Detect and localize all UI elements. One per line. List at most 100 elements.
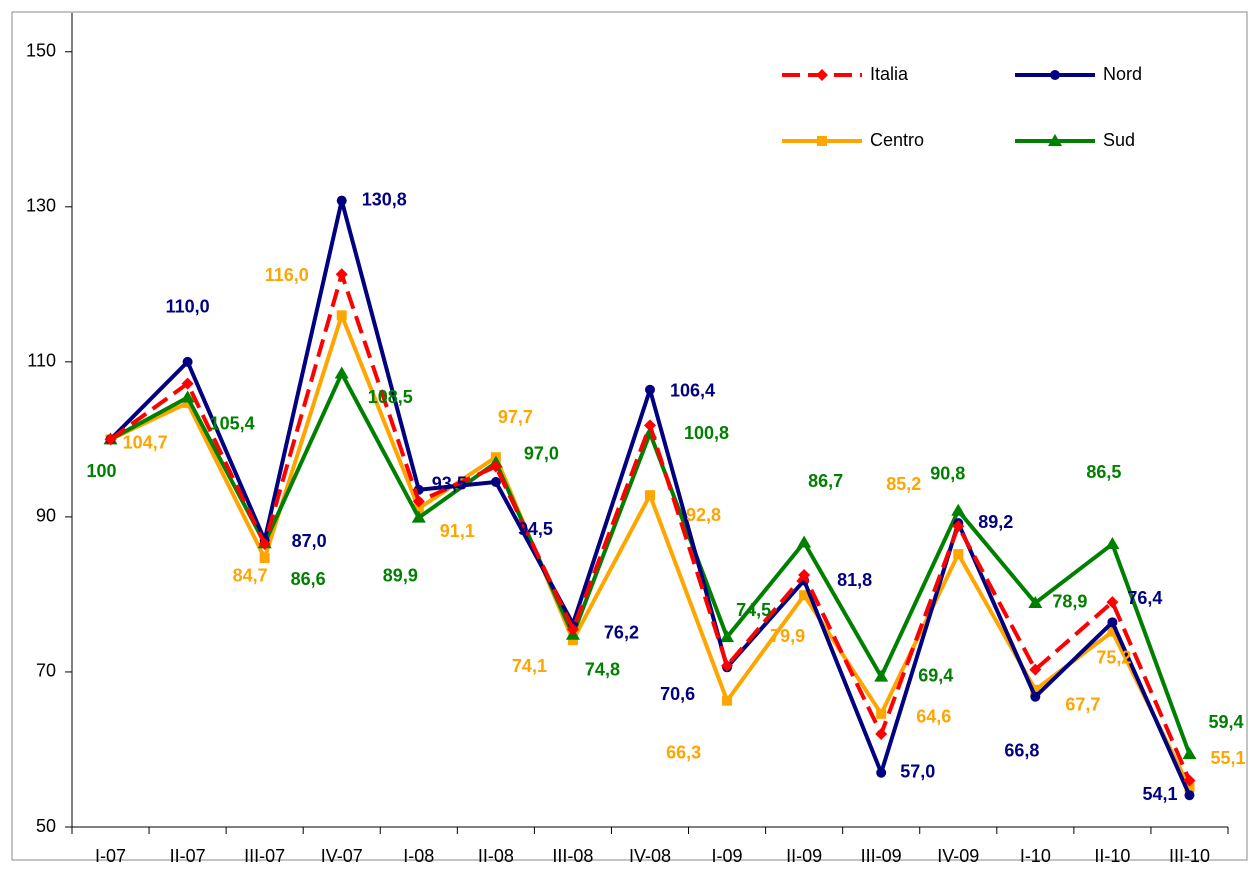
- point: [1030, 684, 1041, 695]
- x-tick-label: I-10: [1020, 846, 1051, 866]
- x-tick-label: IV-09: [937, 846, 979, 866]
- value-label: 94,5: [518, 519, 553, 539]
- point: [951, 503, 966, 516]
- value-label: 108,5: [368, 387, 413, 407]
- point: [104, 433, 117, 446]
- point: [1106, 596, 1119, 609]
- point: [1183, 774, 1196, 787]
- point: [875, 727, 888, 740]
- value-label: 89,9: [383, 565, 418, 585]
- value-label: 74,1: [512, 656, 547, 676]
- point: [259, 552, 270, 563]
- value-label: 86,7: [808, 471, 843, 491]
- legend-marker: [1048, 134, 1062, 146]
- point: [1184, 782, 1195, 793]
- y-tick-label: 90: [36, 506, 56, 526]
- value-label: 75,2: [1096, 647, 1131, 667]
- point: [952, 520, 965, 533]
- value-label: 76,4: [1127, 588, 1162, 608]
- value-label: 116,0: [265, 265, 309, 285]
- y-tick-label: 70: [36, 661, 56, 681]
- point: [721, 659, 734, 672]
- x-tick-label: I-07: [95, 846, 126, 866]
- x-tick-label: II-09: [786, 846, 822, 866]
- point: [336, 195, 347, 206]
- x-tick-label: II-07: [170, 846, 206, 866]
- legend-label: Sud: [1103, 130, 1135, 150]
- value-label: 104,7: [123, 433, 168, 453]
- point: [566, 623, 579, 636]
- point: [797, 535, 812, 548]
- point: [1184, 790, 1195, 801]
- value-label: 57,0: [900, 761, 935, 781]
- value-label: 84,7: [233, 566, 268, 586]
- value-label: 97,0: [524, 443, 559, 463]
- y-tick-label: 110: [27, 351, 56, 371]
- value-label: 69,4: [918, 665, 953, 685]
- point: [720, 630, 735, 643]
- legend-marker: [1050, 70, 1060, 80]
- x-tick-label: III-09: [861, 846, 902, 866]
- point: [1029, 663, 1042, 676]
- value-label: 106,4: [670, 381, 715, 401]
- value-label: 54,1: [1142, 784, 1177, 804]
- point: [876, 767, 887, 778]
- x-tick-label: IV-08: [629, 846, 671, 866]
- legend-label: Nord: [1103, 64, 1142, 84]
- point: [182, 356, 193, 367]
- point: [413, 503, 424, 514]
- value-label: 76,2: [604, 623, 639, 643]
- value-label: 90,8: [930, 463, 965, 483]
- x-tick-label: III-10: [1169, 846, 1210, 866]
- point: [645, 384, 655, 395]
- value-label: 86,6: [291, 569, 326, 589]
- point: [1107, 626, 1118, 637]
- point: [180, 390, 195, 403]
- value-label: 78,9: [1052, 592, 1087, 612]
- legend-label: Italia: [870, 64, 909, 84]
- value-label: 55,1: [1210, 748, 1245, 768]
- point: [799, 590, 810, 601]
- point: [1030, 691, 1041, 702]
- value-label: 74,8: [585, 659, 620, 679]
- value-label: 64,6: [916, 707, 951, 727]
- point: [335, 268, 348, 281]
- point: [489, 460, 502, 473]
- value-label: 74,5: [736, 600, 771, 620]
- legend-marker: [816, 69, 828, 81]
- value-label: 105,4: [210, 413, 255, 433]
- x-tick-label: IV-07: [321, 846, 363, 866]
- point: [336, 310, 347, 321]
- y-tick-label: 150: [26, 41, 56, 61]
- value-label: 91,1: [440, 521, 475, 541]
- value-label: 81,8: [837, 570, 872, 590]
- point: [798, 569, 811, 582]
- value-label: 59,4: [1208, 712, 1243, 732]
- point: [1182, 747, 1197, 760]
- point: [874, 669, 889, 682]
- x-tick-label: I-09: [712, 846, 743, 866]
- legend-marker: [817, 136, 827, 146]
- value-label: 66,8: [1004, 741, 1039, 761]
- x-tick-label: III-07: [244, 846, 285, 866]
- point: [490, 477, 501, 488]
- x-tick-label: III-08: [552, 846, 593, 866]
- value-label: 130,8: [362, 189, 407, 209]
- point: [644, 419, 656, 432]
- point: [258, 538, 271, 551]
- x-tick-label: II-08: [478, 846, 514, 866]
- point: [1028, 595, 1043, 608]
- y-tick-label: 130: [26, 196, 56, 216]
- point: [1107, 617, 1118, 628]
- value-label: 110,0: [166, 297, 210, 317]
- value-label: 89,2: [978, 512, 1013, 532]
- point: [1105, 537, 1120, 550]
- point: [334, 366, 349, 379]
- point: [182, 397, 193, 408]
- value-label: 92,8: [686, 505, 721, 525]
- value-label: 70,6: [660, 684, 695, 704]
- value-label: 86,5: [1086, 462, 1121, 482]
- value-label: 87,0: [292, 531, 327, 551]
- value-label: 93,5: [432, 474, 467, 494]
